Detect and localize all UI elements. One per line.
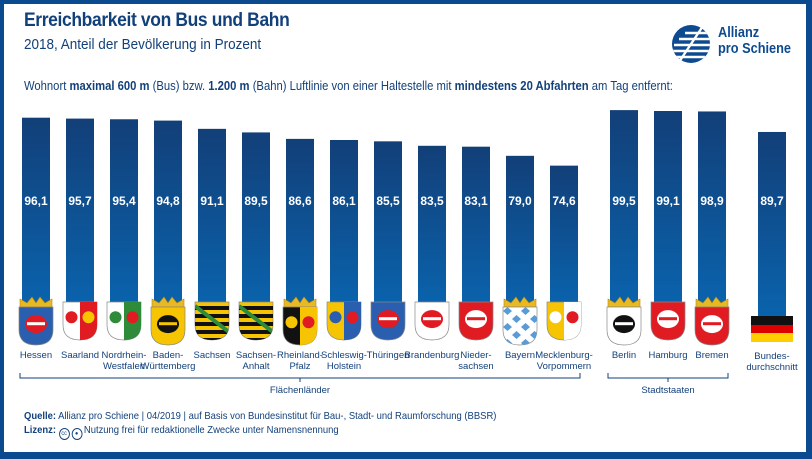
- bar: [286, 138, 314, 305]
- sh-coat-of-arms-icon: [326, 301, 362, 341]
- bar: [550, 165, 578, 305]
- value-label: 74,6: [552, 194, 576, 208]
- category-label: Thüringen: [367, 350, 410, 361]
- category-label: Brandenburg: [405, 350, 460, 361]
- category-label: Berlin: [612, 350, 636, 361]
- logo-text: Allianz pro Schiene: [718, 25, 791, 57]
- sachsen-anhalt-coat-of-arms-icon: [238, 301, 274, 341]
- desc-text: (Bahn) Luftlinie von einer Haltestelle m…: [249, 79, 455, 93]
- thueringen-coat-of-arms-icon: [370, 301, 406, 341]
- group-bracket: Flächenländer: [19, 373, 581, 396]
- license-label: Lizenz:: [24, 424, 57, 436]
- berlin-coat-of-arms-icon: [606, 296, 642, 346]
- sachsen-coat-of-arms-icon: [194, 301, 230, 341]
- value-label: 83,5: [420, 194, 444, 208]
- category-label: Hessen: [20, 350, 52, 361]
- license-line: Lizenz: cc ● Nutzung frei für redaktionell…: [24, 423, 496, 440]
- value-label: 91,1: [200, 194, 224, 208]
- chart-description: Wohnort maximal 600 m (Bus) bzw. 1.200 m…: [24, 79, 673, 93]
- bar: [374, 141, 402, 305]
- bar: [462, 146, 490, 305]
- bar: [198, 128, 226, 305]
- value-label: 94,8: [156, 194, 180, 208]
- category-label: Bundes-durchschnitt: [746, 351, 798, 373]
- hamburg-coat-of-arms-icon: [650, 301, 686, 341]
- bayern-coat-of-arms-icon: [502, 296, 538, 346]
- source-line: Quelle: Allianz pro Schiene | 04/2019 | …: [24, 409, 496, 423]
- bar: [22, 117, 50, 306]
- category-label: Baden-Württemberg: [141, 350, 196, 372]
- value-label: 99,5: [612, 194, 636, 208]
- bar: [698, 111, 726, 305]
- chart-title: Erreichbarkeit von Bus und Bahn: [24, 10, 290, 31]
- category-label: Sachsen: [194, 350, 231, 361]
- bar: [154, 120, 182, 305]
- category-label: Hamburg: [648, 350, 687, 361]
- bremen-coat-of-arms-icon: [694, 296, 730, 346]
- bar: [418, 145, 446, 305]
- logo-line2: pro Schiene: [718, 41, 792, 57]
- value-label: 95,4: [112, 194, 136, 208]
- category-label: Nieder-sachsen: [458, 350, 493, 372]
- value-label: 96,1: [24, 194, 48, 208]
- desc-text: am Tag entfernt:: [588, 79, 673, 93]
- desc-text: Wohnort: [24, 79, 70, 93]
- germany-flag-icon: [751, 316, 793, 342]
- chart-subtitle: 2018, Anteil der Bevölkerung in Prozent: [24, 36, 262, 53]
- rlp-coat-of-arms-icon: [282, 296, 318, 346]
- bar: [654, 111, 682, 305]
- group-label: Flächenländer: [270, 385, 330, 396]
- value-label: 83,1: [464, 194, 488, 208]
- category-label: Sachsen-Anhalt: [236, 350, 276, 372]
- category-label: Nordrhein-Westfalen: [102, 350, 147, 372]
- saarland-coat-of-arms-icon: [62, 301, 98, 341]
- category-label: Rheinland-Pfalz: [277, 350, 323, 372]
- by-attribution-icon: ●: [71, 428, 83, 440]
- category-label: Mecklenburg-Vorpommern: [535, 350, 593, 372]
- group-bracket: Stadtstaaten: [607, 373, 729, 396]
- brandenburg-coat-of-arms-icon: [414, 301, 450, 341]
- value-label: 79,0: [508, 194, 532, 208]
- allianz-pro-schiene-logo-icon: [672, 25, 710, 63]
- desc-bold: maximal 600 m: [69, 79, 150, 93]
- niedersachsen-coat-of-arms-icon: [458, 301, 494, 341]
- desc-bold: 1.200 m: [208, 79, 250, 93]
- mv-coat-of-arms-icon: [546, 301, 582, 341]
- bar: [110, 119, 138, 306]
- bar: [506, 155, 534, 305]
- logo-line1: Allianz: [718, 25, 760, 41]
- value-label: 89,7: [760, 194, 784, 208]
- value-label: 95,7: [68, 194, 92, 208]
- category-label: Saarland: [61, 350, 99, 361]
- nrw-coat-of-arms-icon: [106, 301, 142, 341]
- category-label: Bremen: [695, 350, 728, 361]
- cc-icon: cc: [58, 428, 70, 440]
- desc-text: (Bus) bzw.: [149, 79, 209, 93]
- bar: [610, 110, 638, 306]
- value-label: 86,6: [288, 194, 312, 208]
- value-label: 99,1: [656, 194, 680, 208]
- bar: [242, 132, 270, 305]
- bar: [330, 139, 358, 305]
- bar: [66, 118, 94, 306]
- footer: Quelle: Allianz pro Schiene | 04/2019 | …: [24, 409, 496, 440]
- value-label: 89,5: [244, 194, 268, 208]
- value-label: 86,1: [332, 194, 356, 208]
- value-label: 85,5: [376, 194, 400, 208]
- hessen-coat-of-arms-icon: [18, 296, 54, 346]
- category-label: Schleswig-Holstein: [321, 350, 367, 372]
- license-text: Nutzung frei für redaktionelle Zwecke un…: [83, 424, 339, 436]
- group-label: Stadtstaaten: [641, 385, 694, 396]
- value-label: 98,9: [700, 194, 724, 208]
- bar: [758, 131, 786, 316]
- category-label: Bayern: [505, 350, 535, 361]
- desc-bold: mindestens 20 Abfahrten: [454, 79, 589, 93]
- source-text: Allianz pro Schiene | 04/2019 | auf Basi…: [56, 410, 497, 422]
- source-label: Quelle:: [24, 410, 57, 422]
- bw-coat-of-arms-icon: [150, 296, 186, 346]
